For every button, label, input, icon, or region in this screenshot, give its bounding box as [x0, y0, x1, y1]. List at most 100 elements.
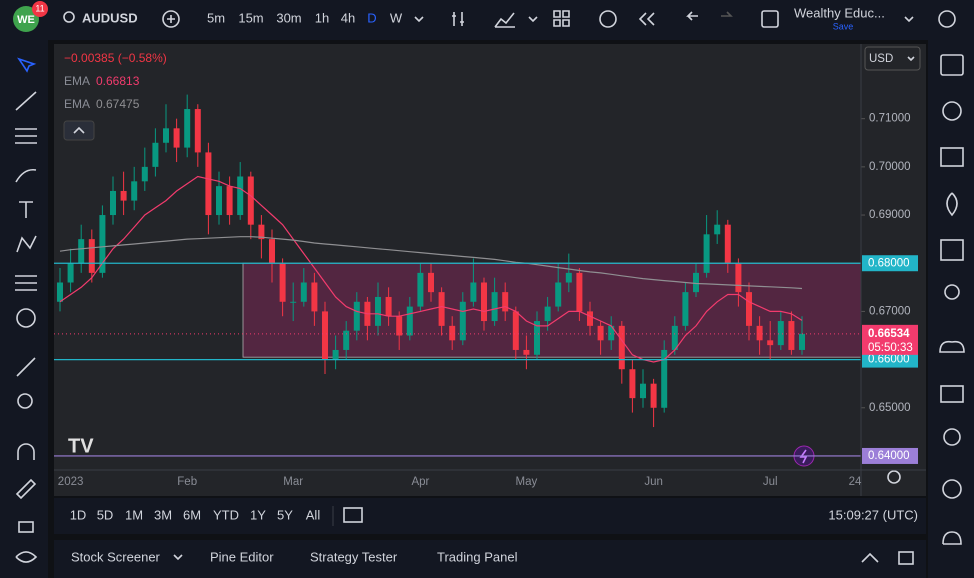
candle-body [385, 296, 392, 317]
interval[interactable]: 4h [341, 10, 355, 25]
lock[interactable] [18, 521, 34, 533]
indicators-menu[interactable] [528, 16, 538, 23]
undo[interactable] [686, 11, 698, 21]
interval[interactable]: 15m [238, 10, 263, 25]
hide[interactable] [15, 551, 38, 563]
range-button[interactable]: 1Y [250, 507, 266, 522]
fib[interactable] [15, 128, 37, 144]
change: −0.00385 (−0.58%) [64, 51, 167, 65]
interval[interactable]: 5m [207, 10, 225, 25]
icons-tool[interactable] [16, 308, 36, 328]
interval-menu[interactable] [414, 16, 424, 23]
panel-tab[interactable]: Strategy Tester [310, 549, 398, 564]
range-button[interactable]: 6M [183, 507, 201, 522]
candle-body [141, 166, 148, 182]
drawing-tools [15, 57, 38, 563]
notifications[interactable] [942, 531, 962, 545]
level-label: 0.68000 [868, 257, 910, 269]
last-price-tag [862, 324, 918, 355]
currency-box[interactable] [864, 46, 921, 71]
panel-expand[interactable] [861, 552, 879, 563]
interval[interactable]: W [390, 10, 403, 25]
level-label: 0.64000 [868, 450, 910, 462]
text-tool[interactable] [19, 201, 33, 218]
layout-menu[interactable] [904, 16, 914, 23]
x-tick-label: Mar [283, 476, 303, 488]
candle-body [322, 311, 328, 360]
range-button[interactable]: 5D [97, 507, 114, 522]
replay[interactable] [638, 12, 655, 26]
alert[interactable] [599, 10, 617, 28]
interval[interactable]: 30m [276, 10, 301, 25]
interval[interactable]: 1h [315, 10, 329, 25]
layout-name[interactable]: Wealthy Educ... [794, 5, 885, 20]
zoom[interactable] [17, 393, 33, 409]
currency-menu [907, 56, 915, 62]
alerts[interactable] [942, 101, 962, 121]
search-icon[interactable] [63, 11, 75, 23]
range-button[interactable]: 3M [154, 507, 172, 522]
candle-body [152, 142, 159, 167]
trend-line[interactable] [15, 91, 37, 111]
layout-box[interactable] [761, 10, 779, 28]
x-tick-label: May [516, 476, 538, 488]
range-button[interactable]: 5Y [277, 507, 293, 522]
indicators[interactable] [494, 12, 515, 28]
range-button[interactable]: All [306, 507, 321, 522]
stay-drawing[interactable] [15, 478, 37, 500]
watchlist[interactable] [940, 54, 964, 76]
candle-body [332, 349, 339, 360]
candle-body [449, 325, 456, 341]
bottom-panel [54, 540, 926, 578]
candle-body [544, 306, 551, 322]
range-button[interactable]: 1D [70, 507, 87, 522]
panel-tab[interactable]: Trading Panel [437, 549, 518, 564]
broadcast[interactable] [942, 479, 962, 499]
candle-body [247, 176, 254, 225]
plus [167, 15, 175, 23]
panel-tab[interactable]: Stock Screener [71, 549, 161, 564]
streams[interactable] [943, 428, 961, 446]
flash [799, 449, 808, 464]
news[interactable] [939, 340, 965, 353]
layouts[interactable] [553, 10, 570, 27]
redo[interactable] [721, 11, 733, 17]
ruler[interactable] [16, 357, 36, 377]
prediction[interactable] [15, 275, 37, 291]
panel-max[interactable] [898, 551, 914, 565]
settings[interactable] [887, 470, 901, 484]
logo[interactable] [13, 6, 39, 32]
candle-body [650, 383, 657, 408]
currency: USD [869, 53, 893, 65]
interval[interactable]: D [367, 10, 376, 25]
candle-body [428, 272, 434, 293]
cursor[interactable] [17, 57, 37, 73]
calendar[interactable] [940, 239, 964, 261]
range-button[interactable]: YTD [213, 507, 239, 522]
y-tick-label: 0.69000 [869, 209, 911, 221]
add-symbol[interactable] [162, 10, 180, 28]
panel-tab[interactable]: Pine Editor [210, 549, 274, 564]
magnet[interactable] [17, 443, 35, 460]
save[interactable]: Save [833, 21, 854, 31]
symbol[interactable]: AUDUSD [82, 10, 138, 25]
hotlists[interactable] [946, 192, 958, 217]
candle-body [491, 292, 498, 322]
collapse[interactable] [63, 120, 95, 141]
candle-body [534, 321, 540, 355]
goto-date[interactable] [343, 507, 363, 523]
chats[interactable] [940, 385, 964, 403]
patterns[interactable] [16, 235, 37, 253]
candle-body [99, 215, 106, 273]
candle-body [300, 282, 307, 302]
quick-search[interactable] [938, 10, 956, 28]
ideas[interactable] [944, 284, 960, 300]
clock[interactable]: 15:09:27 (UTC) [828, 507, 918, 522]
data-window[interactable] [940, 147, 964, 167]
screener-menu[interactable] [173, 554, 183, 561]
badge-count: 11 [35, 3, 44, 13]
candle-type[interactable] [452, 12, 464, 26]
brush[interactable] [15, 168, 37, 183]
range-button[interactable]: 1M [125, 507, 143, 522]
x-tick-label: Jul [763, 476, 778, 488]
